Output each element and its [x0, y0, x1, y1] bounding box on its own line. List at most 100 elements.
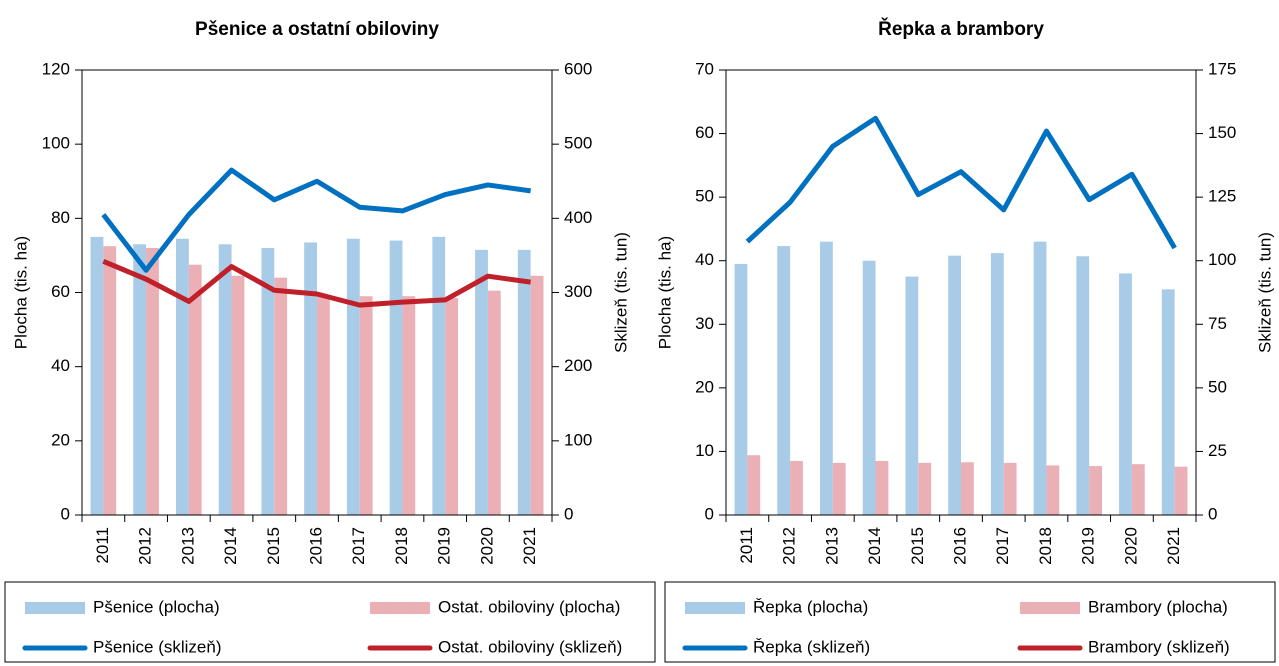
y2-tick-label: 0	[1208, 504, 1217, 523]
x-tick-label: 2013	[178, 527, 197, 565]
y2-tick-label: 600	[564, 59, 592, 78]
bar	[188, 264, 202, 515]
bar	[1046, 465, 1060, 515]
y-tick-label: 10	[695, 441, 714, 460]
bar	[820, 241, 833, 515]
x-tick-label: 2012	[136, 527, 155, 565]
y2-tick-label: 25	[1208, 441, 1227, 460]
y-tick-label: 40	[51, 356, 70, 375]
legend-label: Pšenice (sklizeň)	[93, 637, 222, 656]
bar	[875, 460, 889, 515]
bar	[948, 255, 961, 515]
x-tick-label: 2015	[264, 527, 283, 565]
bar	[432, 236, 446, 515]
bar	[1119, 273, 1132, 515]
bar	[918, 462, 932, 515]
bar	[304, 242, 317, 515]
y-axis-label: Plocha (tis. ha)	[11, 236, 30, 349]
y-tick-label: 60	[51, 282, 70, 301]
y2-tick-label: 175	[1208, 59, 1236, 78]
bar	[475, 249, 488, 515]
y2-axis-label: Sklizeň (tis. tun)	[1255, 232, 1274, 353]
y2-tick-label: 50	[1208, 377, 1227, 396]
bar	[274, 277, 288, 515]
bar	[90, 236, 104, 515]
bar	[530, 275, 544, 515]
legend-label: Ostat. obiloviny (sklizeň)	[438, 637, 622, 656]
bar	[734, 263, 748, 515]
chart-title: Řepka a brambory	[878, 18, 1044, 40]
y-tick-label: 20	[51, 430, 70, 449]
y-tick-label: 50	[695, 187, 714, 206]
bar	[146, 248, 159, 515]
bar	[790, 460, 803, 515]
y2-tick-label: 0	[564, 504, 573, 523]
y2-tick-label: 200	[564, 356, 592, 375]
bar	[346, 238, 360, 515]
y-tick-label: 80	[51, 208, 70, 227]
y-tick-label: 60	[695, 123, 714, 142]
bar	[1131, 464, 1145, 515]
bar	[218, 244, 232, 515]
y-tick-label: 100	[42, 134, 70, 153]
plot-frame	[725, 69, 1197, 516]
y2-tick-label: 150	[1208, 123, 1236, 142]
legend-label: Pšenice (plocha)	[93, 597, 220, 616]
y-tick-label: 30	[695, 314, 714, 333]
y-tick-label: 20	[695, 377, 714, 396]
line-series	[102, 259, 531, 308]
legend-swatch	[370, 602, 430, 614]
x-tick-label: 2016	[950, 527, 969, 565]
x-tick-label: 2011	[93, 527, 112, 564]
y2-tick-label: 100	[1208, 250, 1236, 269]
x-tick-label: 2020	[1121, 527, 1140, 565]
x-tick-label: 2017	[993, 527, 1012, 565]
x-tick-label: 2014	[865, 527, 884, 565]
y2-tick-label: 125	[1208, 187, 1236, 206]
y-tick-label: 0	[61, 504, 70, 523]
legend-swatch	[25, 602, 85, 614]
line-series	[101, 167, 531, 273]
y-tick-label: 40	[695, 250, 714, 269]
y-tick-label: 0	[705, 504, 714, 523]
legend-label: Brambory (plocha)	[1088, 597, 1228, 616]
bar	[1076, 256, 1090, 515]
legend-swatch	[1020, 602, 1080, 614]
bar	[747, 455, 761, 515]
y2-tick-label: 75	[1208, 314, 1227, 333]
x-tick-label: 2011	[737, 527, 756, 564]
plot-frame	[81, 69, 553, 516]
x-tick-label: 2021	[520, 527, 539, 565]
x-tick-label: 2021	[1164, 527, 1183, 565]
x-tick-label: 2014	[221, 527, 240, 565]
x-tick-label: 2013	[822, 527, 841, 565]
y2-tick-label: 300	[564, 282, 592, 301]
y-axis-label: Plocha (tis. ha)	[655, 236, 674, 349]
legend-swatch	[685, 602, 745, 614]
x-tick-label: 2015	[908, 527, 927, 565]
x-tick-label: 2019	[435, 527, 454, 565]
bar	[832, 462, 846, 515]
bar	[1161, 289, 1175, 515]
bar	[402, 296, 416, 515]
legend-label: Brambory (sklizeň)	[1088, 637, 1230, 656]
bar	[1033, 241, 1047, 515]
x-tick-label: 2016	[306, 527, 325, 565]
x-tick-label: 2012	[780, 527, 799, 565]
y2-axis-label: Sklizeň (tis. tun)	[611, 232, 630, 353]
bar	[905, 276, 919, 515]
y-tick-label: 70	[695, 59, 714, 78]
bar	[389, 240, 403, 516]
y-tick-label: 120	[42, 59, 70, 78]
legend-box	[664, 581, 1276, 663]
bar	[359, 296, 373, 515]
bar	[1089, 466, 1102, 515]
bar	[1174, 466, 1188, 515]
chart-title: Pšenice a ostatní obiloviny	[195, 19, 439, 40]
bar	[445, 298, 458, 515]
bar	[133, 244, 147, 515]
bar	[176, 238, 189, 515]
bar	[261, 248, 275, 515]
